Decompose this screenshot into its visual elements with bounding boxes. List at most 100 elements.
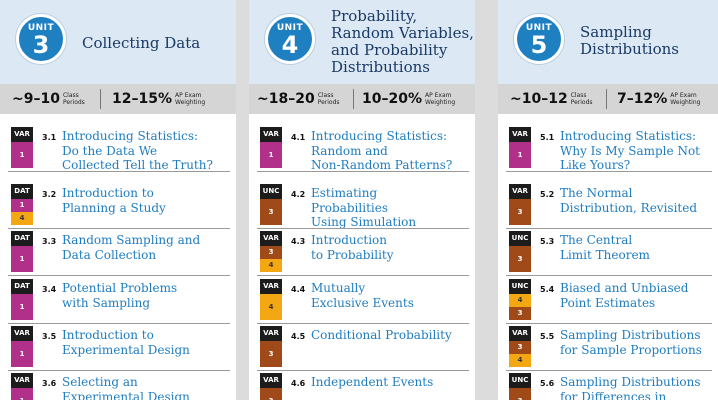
exam-weighting-value: 7–12% — [617, 91, 668, 107]
class-periods-label-line: Class — [317, 92, 334, 99]
exam-weighting-label-line: Weighting — [175, 99, 206, 106]
topic-title-line: Conditional Probability — [311, 328, 452, 342]
skill-tag: 3 — [509, 307, 531, 320]
topic-title-line: Exclusive Events — [311, 295, 414, 310]
topic-divider — [8, 370, 230, 371]
topic-row: VAR 3 5.2 The Normal Distribution, Revisited — [498, 182, 718, 229]
skill-tag: 4 — [11, 212, 33, 225]
topic-number: 4.6 — [291, 379, 306, 388]
topic-title-line: Introduction to — [62, 328, 154, 342]
topic-divider — [8, 171, 230, 172]
topic-title-link[interactable]: Estimating Probabilities Using Simulation — [311, 186, 471, 230]
topic-tags: DAT 1 — [11, 231, 33, 272]
topic-title-link[interactable]: Biased and Unbiased Point Estimates — [560, 281, 718, 310]
unit-stats-bar: ~9–10 Class Periods 12–15% AP Exam Weighting — [0, 84, 236, 114]
class-periods-value: ~10–12 — [510, 91, 568, 107]
topic-divider — [506, 323, 712, 324]
unit-title-line: and Probability — [331, 41, 448, 59]
topic-title-link[interactable]: Introduction to Experimental Design — [62, 328, 222, 357]
unit-number: 3 — [32, 31, 50, 59]
topic-number: 4.3 — [291, 237, 306, 246]
topic-divider — [8, 228, 230, 229]
topic-title-line: Potential Problems — [62, 281, 178, 295]
topic-title-link[interactable]: Mutually Exclusive Events — [311, 281, 471, 310]
skill-tag: 3 — [260, 199, 282, 225]
category-tag: VAR — [260, 326, 282, 341]
topic-title-line: Non-Random Patterns? — [311, 158, 453, 172]
exam-weighting: 12–15% AP Exam Weighting — [112, 84, 205, 114]
class-periods-label-line: Class — [62, 92, 79, 99]
topic-title-link[interactable]: Introducing Statistics: Random and Non-Ran… — [311, 129, 471, 173]
topic-title-line: Mutually — [311, 281, 366, 295]
category-tag: UNC — [509, 373, 531, 388]
topic-row: DAT 1 3.4 Potential Problems with Sampling — [0, 277, 236, 324]
topic-title-link[interactable]: The Central Limit Theorem — [560, 233, 718, 262]
topic-title-link[interactable]: Conditional Probability — [311, 328, 471, 343]
topic-number: 3.5 — [42, 332, 57, 341]
topic-title-link[interactable]: Sampling Distributions for Differences in — [560, 375, 718, 400]
unit-column-4: UNIT 4 Probability, Random Variables, and Pr… — [249, 0, 475, 400]
topic-number: 5.1 — [540, 133, 555, 142]
topic-title-link[interactable]: Random Sampling and Data Collection — [62, 233, 222, 262]
topic-title-link[interactable]: Introducing Statistics: Why Is My Sample … — [560, 129, 718, 173]
unit-stats-bar: ~10–12 Class Periods 7–12% AP Exam Weighting — [498, 84, 718, 114]
stats-divider — [100, 89, 101, 109]
unit-column-3: UNIT 3 Collecting Data ~9–10 Class Periods 12–… — [0, 0, 236, 400]
exam-weighting: 10–20% AP Exam Weighting — [362, 84, 455, 114]
topic-title-line: Biased and Unbiased — [560, 281, 689, 295]
topic-title-line: Independent Events — [311, 375, 434, 389]
topic-title-line: The Central — [560, 233, 633, 247]
topic-number: 3.3 — [42, 237, 57, 246]
topic-title-line: Data Collection — [62, 247, 157, 262]
class-periods: ~18–20 Class Periods — [257, 84, 340, 114]
skill-tag: 1 — [260, 142, 282, 168]
topic-title-link[interactable]: Selecting an Experimental Design — [62, 375, 222, 400]
skill-tag: 3 — [260, 341, 282, 367]
category-tag: DAT — [11, 231, 33, 246]
unit-column-5: UNIT 5 Sampling Distributions ~10–12 Class Per… — [498, 0, 718, 400]
category-tag: VAR — [11, 326, 33, 341]
topic-tags: DAT 1 — [11, 279, 33, 320]
category-tag: UNC — [509, 279, 531, 294]
skill-tag: 1 — [11, 341, 33, 367]
topic-number: 5.6 — [540, 379, 555, 388]
class-periods-label-line: Periods — [317, 99, 340, 106]
skill-tag: 1 — [11, 246, 33, 272]
topic-title-line: with Sampling — [62, 295, 150, 310]
topic-title-link[interactable]: Introduction to Probability — [311, 233, 471, 262]
topic-row: DAT 1 3.3 Random Sampling and Data Collectio… — [0, 229, 236, 276]
stats-divider — [606, 89, 607, 109]
topic-number: 4.5 — [291, 332, 306, 341]
topic-title-link[interactable]: Independent Events — [311, 375, 471, 390]
topic-title-link[interactable]: Introduction to Planning a Study — [62, 186, 222, 215]
topic-title-line: Sampling Distributions — [560, 328, 701, 342]
category-tag: VAR — [509, 184, 531, 199]
topic-title-link[interactable]: Sampling Distributions for Sample Proport… — [560, 328, 718, 357]
topic-number: 5.5 — [540, 332, 555, 341]
category-tag: VAR — [11, 373, 33, 388]
topic-number: 5.3 — [540, 237, 555, 246]
unit-number: 5 — [530, 31, 548, 59]
topic-title-link[interactable]: Potential Problems with Sampling — [62, 281, 222, 310]
unit-word: UNIT — [27, 23, 55, 33]
topic-title-line: Introduction — [311, 233, 387, 247]
topic-title-link[interactable]: Introducing Statistics: Do the Data We Col… — [62, 129, 222, 173]
topic-title-line: Probabilities — [311, 200, 388, 215]
topic-title-line: Introducing Statistics: — [311, 129, 448, 143]
category-tag: UNC — [509, 231, 531, 246]
unit-word: UNIT — [525, 23, 553, 33]
topic-title-line: Sampling Distributions — [560, 375, 701, 389]
topic-title-line: Introducing Statistics: — [560, 129, 697, 143]
topic-title-line: Random and — [311, 143, 388, 158]
class-periods-value: ~9–10 — [12, 91, 60, 107]
unit-header: UNIT 3 Collecting Data — [0, 0, 236, 84]
category-tag: DAT — [11, 184, 33, 199]
exam-weighting-label-line: AP Exam — [175, 92, 202, 99]
topic-title-line: Introducing Statistics: — [62, 129, 199, 143]
topic-title-link[interactable]: The Normal Distribution, Revisited — [560, 186, 718, 215]
exam-weighting: 7–12% AP Exam Weighting — [617, 84, 700, 114]
exam-weighting-label-line: Weighting — [670, 99, 701, 106]
category-tag: VAR — [260, 127, 282, 142]
